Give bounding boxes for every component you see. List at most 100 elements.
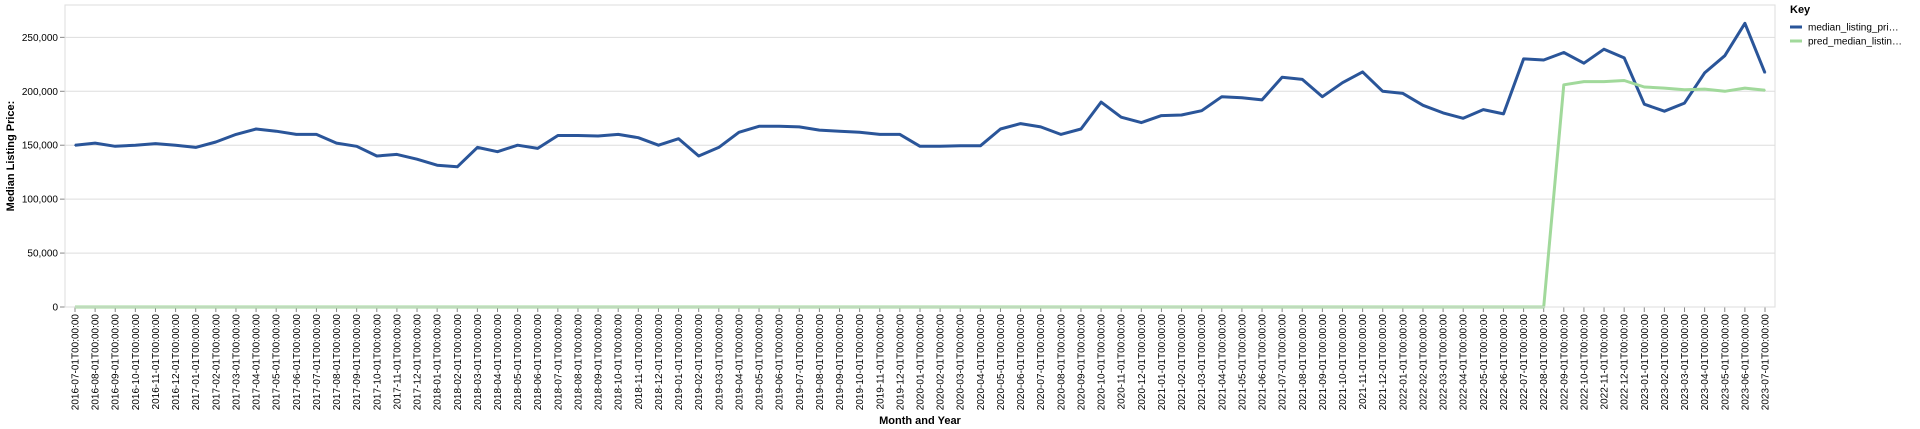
data-point [1442,112,1444,114]
x-tick-label: 2017-05-01T00:00:00 [272,314,283,411]
data-point [1080,128,1082,130]
data-point [1060,133,1062,136]
data-point [1643,86,1646,88]
data-point [1221,95,1223,98]
x-tick-label: 2022-07-01T00:00:00 [1519,314,1530,411]
data-point [1422,104,1424,107]
data-point [1361,71,1364,73]
data-point [1402,92,1404,95]
x-tick-label: 2018-04-01T00:00:00 [493,314,504,411]
plot-frame [64,4,1776,308]
data-point [436,164,438,166]
data-point [718,146,720,149]
x-tick-label: 2022-03-01T00:00:00 [1439,314,1450,411]
x-tick-label: 2022-06-01T00:00:00 [1499,314,1510,411]
data-point [1744,22,1746,25]
data-point [899,133,901,136]
x-tick-label: 2016-08-01T00:00:00 [91,314,102,411]
data-point [1703,72,1706,74]
data-point [1281,76,1283,79]
x-tick-label: 2021-06-01T00:00:00 [1258,314,1269,411]
data-point [1563,51,1565,54]
data-point [1381,90,1384,93]
x-tick-label: 2017-12-01T00:00:00 [413,314,424,411]
x-tick-label: 2020-11-01T00:00:00 [1117,314,1128,410]
data-point [738,131,740,134]
x-tick-label: 2018-05-01T00:00:00 [513,314,524,411]
data-point [919,145,921,148]
x-tick-label: 2020-05-01T00:00:00 [996,314,1007,411]
data-point [376,155,378,157]
y-tick-label: 250,000 [22,33,59,44]
data-point [114,145,116,148]
x-tick-label: 2017-04-01T00:00:00 [252,314,263,411]
x-tick-label: 2022-09-01T00:00:00 [1559,314,1570,411]
x-tick-label: 2020-01-01T00:00:00 [916,314,927,411]
x-tick-label: 2020-07-01T00:00:00 [1036,314,1047,411]
data-point [1764,89,1766,91]
data-point [194,146,197,149]
x-tick-label: 2017-02-01T00:00:00 [211,314,222,411]
data-point [1764,72,1766,74]
x-tick-label: 2023-02-01T00:00:00 [1660,314,1671,411]
y-axis-title: Median Listing Price: [5,101,17,212]
data-point [577,134,579,137]
data-point [999,128,1002,130]
x-tick-label: 2020-03-01T00:00:00 [956,314,967,411]
x-tick-label: 2018-09-01T00:00:00 [594,314,605,411]
x-tick-label: 2020-04-01T00:00:00 [976,314,987,411]
x-tick-label: 2021-01-01T00:00:00 [1157,314,1168,411]
x-tick-label: 2022-01-01T00:00:00 [1398,314,1409,411]
y-gridlines [65,36,1775,308]
data-point [516,144,519,146]
data-point [1039,126,1042,128]
data-point [295,133,298,136]
data-point [1140,121,1143,124]
x-tick-label: 2019-04-01T00:00:00 [734,314,745,411]
x-tick-label: 2019-12-01T00:00:00 [895,314,906,411]
x-tick-label: 2021-03-01T00:00:00 [1197,314,1208,411]
x-tick-label: 2016-10-01T00:00:00 [131,314,142,411]
data-point [979,145,982,147]
x-tick-label: 2017-07-01T00:00:00 [312,314,323,411]
x-axis-ticks: 2016-07-01T00:00:00 2016-08-01T00:00:00 20… [71,307,1772,410]
data-point [1623,79,1625,82]
data-point [456,166,459,168]
data-point [74,144,76,146]
x-tick-label: 2017-03-01T00:00:00 [231,314,242,411]
data-point [1643,103,1646,105]
data-point [758,125,760,128]
data-point [1724,54,1726,57]
y-tick-label: 0 [52,303,58,314]
y-tick-label: 100,000 [22,195,59,206]
x-tick-label: 2019-06-01T00:00:00 [775,314,786,411]
x-tick-label: 2017-10-01T00:00:00 [372,314,383,411]
x-tick-label: 2023-01-01T00:00:00 [1640,314,1651,411]
data-point [1542,59,1545,61]
x-tick-label: 2020-10-01T00:00:00 [1097,314,1108,411]
data-point [637,136,640,139]
data-point [335,142,338,144]
x-tick-label: 2018-12-01T00:00:00 [654,314,665,411]
data-point [617,133,619,136]
x-tick-label: 2018-11-01T00:00:00 [634,314,645,410]
x-tick-label: 2019-09-01T00:00:00 [835,314,846,411]
x-tick-label: 2016-11-01T00:00:00 [151,314,162,410]
data-point [154,142,157,145]
series-lines [74,21,1767,309]
x-tick-label: 2017-01-01T00:00:00 [191,314,202,411]
data-point [798,126,801,128]
legend-label: pred_median_listin… [1808,37,1902,48]
x-tick-label: 2017-08-01T00:00:00 [332,314,343,411]
data-point [1683,88,1686,91]
data-point [1724,90,1726,93]
x-tick-label: 2023-06-01T00:00:00 [1740,314,1751,411]
data-point [496,150,499,153]
data-point [1120,116,1122,118]
x-tick-label: 2019-01-01T00:00:00 [674,314,685,411]
x-tick-label: 2022-08-01T00:00:00 [1539,314,1550,411]
x-tick-label: 2022-11-01T00:00:00 [1600,314,1611,410]
x-tick-label: 2018-06-01T00:00:00 [533,314,544,411]
data-point [1563,84,1565,86]
